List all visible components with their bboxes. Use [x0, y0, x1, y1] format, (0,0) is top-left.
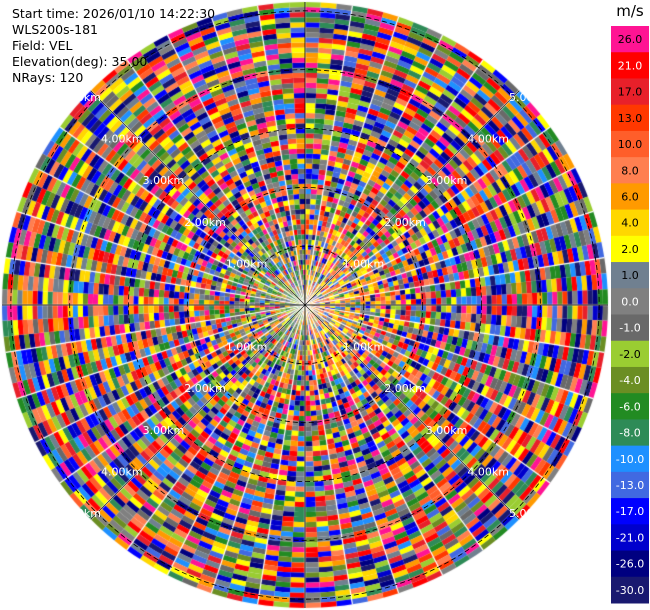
range-ring: [69, 69, 541, 541]
range-ring-label: 4.00km: [101, 133, 143, 146]
colorbar-tick-label: -4.0: [619, 374, 640, 387]
start-time-label: Start time: 2026/01/10 14:22:30: [12, 6, 216, 21]
colorbar-swatch: [611, 314, 649, 342]
range-ring-label: 1.00km: [226, 341, 268, 354]
range-ring-label: 5.00km: [509, 91, 551, 104]
colorbar-swatch: [611, 157, 649, 184]
colorbar-swatch: [611, 471, 649, 499]
range-ring-label: 4.00km: [101, 465, 143, 478]
colorbar-swatch: [611, 366, 649, 394]
range-ring-label: 4.00km: [467, 133, 509, 146]
range-ring: [128, 128, 482, 482]
colorbar-tick-label: -13.0: [616, 479, 644, 492]
colorbar-tick-label: -2.0: [619, 348, 640, 361]
range-ring-label: 3.00km: [143, 424, 185, 437]
range-ring-label: 3.00km: [143, 174, 185, 187]
colorbar-swatch: [611, 183, 649, 211]
range-ring-label: 1.00km: [343, 257, 385, 270]
colorbar-tick-label: 2.0: [621, 243, 639, 256]
colorbar-swatch: [611, 52, 649, 79]
colorbar-swatch: [611, 576, 649, 604]
colorbar-swatch: [611, 340, 649, 368]
colorbar-swatch: [611, 419, 649, 447]
range-ring-label: 5.00km: [59, 91, 101, 104]
colorbar-tick-label: 6.0: [621, 190, 639, 203]
colorbar-tick-label: 13.0: [618, 112, 643, 125]
range-ring-label: 3.00km: [426, 174, 468, 187]
colorbar-tick-label: -17.0: [616, 505, 644, 518]
colorbar-swatch: [611, 498, 649, 525]
colorbar-tick-label: -21.0: [616, 531, 644, 544]
range-ring: [245, 245, 365, 365]
colorbar-swatch: [611, 550, 649, 578]
instrument-label: WLS200s-181: [12, 22, 98, 37]
colorbar-swatch: [611, 393, 649, 420]
colorbar-swatch: [611, 130, 649, 158]
colorbar-swatch: [611, 209, 649, 237]
range-ring-label: 2.00km: [384, 216, 426, 229]
range-ring-label: 2.00km: [184, 382, 226, 395]
colorbar-unit: m/s: [616, 2, 644, 20]
colorbar-tick-label: 4.0: [621, 217, 639, 230]
colorbar-tick-label: 10.0: [618, 138, 643, 151]
range-ring-label: 5.00km: [509, 507, 551, 520]
colorbar-tick-label: 8.0: [621, 164, 639, 177]
colorbar-swatch: [611, 26, 649, 53]
range-ring: [10, 10, 600, 600]
colorbar-swatch: [611, 262, 649, 289]
colorbar-tick-label: -26.0: [616, 558, 644, 571]
colorbar-tick-label: -8.0: [619, 427, 640, 440]
colorbar-swatch: [611, 445, 649, 473]
range-ring-label: 3.00km: [426, 424, 468, 437]
range-ring: [186, 186, 424, 424]
range-ring-label: 1.00km: [226, 257, 268, 270]
diagonal-sw-ne: [90, 90, 520, 520]
colorbar-swatch: [611, 524, 649, 552]
range-ring-label: 4.00km: [467, 465, 509, 478]
colorbar-tick-label: -6.0: [619, 400, 640, 413]
nrays-label: NRays: 120: [12, 70, 84, 85]
range-ring-label: 1.00km: [343, 341, 385, 354]
colorbar-tick-label: 26.0: [618, 33, 643, 46]
colorbar-tick-label: 1.0: [621, 269, 639, 282]
colorbar-tick-label: -1.0: [619, 322, 640, 335]
elevation-label: Elevation(deg): 35.00: [12, 54, 148, 69]
colorbar-swatch: [611, 235, 649, 263]
colorbar-tick-label: 17.0: [618, 86, 643, 99]
colorbar-swatch: [611, 78, 649, 106]
colorbar-swatch: [611, 104, 649, 132]
colorbar-tick-label: 0.0: [621, 295, 639, 308]
colorbar-tick-label: -10.0: [616, 453, 644, 466]
colorbar-tick-label: 21.0: [618, 59, 643, 72]
colorbar-swatch: [611, 288, 649, 315]
range-ring-label: 5.00km: [59, 507, 101, 520]
colorbar-tick-label: -30.0: [616, 584, 644, 597]
field-label: Field: VEL: [12, 38, 73, 53]
range-ring-label: 2.00km: [184, 216, 226, 229]
range-ring-label: 2.00km: [384, 382, 426, 395]
